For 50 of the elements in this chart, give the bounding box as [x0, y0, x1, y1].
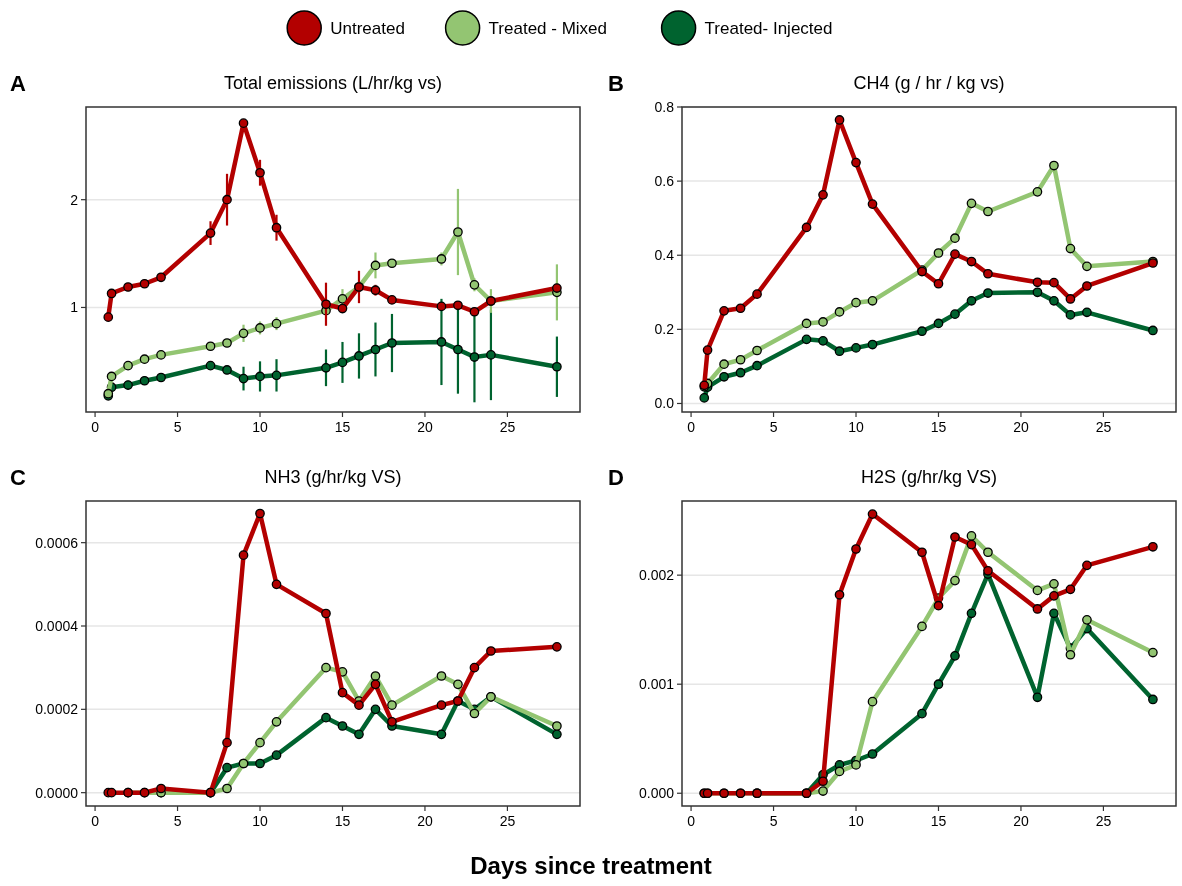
x-tick-label: 10	[252, 813, 269, 829]
y-tick-label: 0.8	[654, 99, 675, 115]
chart-title: CH4 (g / hr / kg vs)	[853, 73, 1005, 93]
x-tick-label: 15	[930, 419, 947, 435]
y-tick-label: 0.0006	[35, 534, 79, 551]
x-tick-label: 25	[1095, 813, 1112, 829]
x-tick-label: 5	[769, 813, 778, 829]
text: C	[10, 465, 26, 490]
x-tick-label: 5	[769, 419, 778, 435]
y-tick-label: 0.0	[654, 395, 675, 412]
y-tick-label: 0.0004	[35, 618, 79, 634]
x-tick-label: 20	[417, 813, 433, 829]
x-tick-label: 10	[252, 419, 269, 435]
x-tick-label: 15	[334, 813, 351, 829]
x-tick-label: 20	[1013, 419, 1029, 435]
legend-label: Treated - Mixed	[488, 19, 608, 38]
x-tick-label: 25	[1095, 419, 1112, 435]
y-tick-label: 0.6	[654, 173, 675, 190]
x-tick-label: 20	[417, 419, 433, 435]
x-tick-label: 25	[499, 813, 516, 829]
y-tick-label: 0.4	[654, 247, 675, 264]
x-tick-label: 15	[930, 813, 947, 829]
chart-title: Total emissions (L/hr/kg vs)	[223, 73, 443, 93]
x-tick-label: 20	[1013, 813, 1029, 829]
x-tick-label: 5	[173, 813, 182, 829]
y-tick-label: 0.0002	[35, 701, 79, 718]
x-tick-label: 0	[687, 813, 696, 829]
y-tick-label: 0.002	[638, 567, 675, 584]
y-tick-label: 1	[70, 299, 79, 316]
y-tick-label: 0.0000	[35, 784, 79, 801]
y-tick-label: 0.001	[638, 676, 675, 693]
x-tick-label: 5	[173, 419, 182, 435]
text: D	[608, 465, 624, 490]
legend-label: Treated- Injected	[704, 19, 833, 38]
x-axis-title: Days since treatment	[470, 852, 712, 879]
legend-label: Untreated	[330, 19, 405, 38]
x-tick-label: 10	[848, 813, 865, 829]
x-tick-label: 0	[91, 419, 100, 435]
y-tick-label: 0.000	[638, 785, 675, 802]
y-tick-label: 2	[70, 191, 79, 208]
x-tick-label: 25	[499, 419, 516, 435]
x-tick-label: 10	[848, 419, 865, 435]
x-tick-label: 0	[91, 813, 100, 829]
chart-title: NH3 (g/hr/kg VS)	[264, 467, 402, 487]
x-tick-label: 15	[334, 419, 351, 435]
x-tick-label: 0	[687, 419, 696, 435]
text: B	[608, 71, 624, 96]
y-tick-label: 0.2	[654, 321, 675, 338]
text: A	[10, 71, 26, 96]
chart-title: H2S (g/hr/kg VS)	[860, 467, 998, 487]
